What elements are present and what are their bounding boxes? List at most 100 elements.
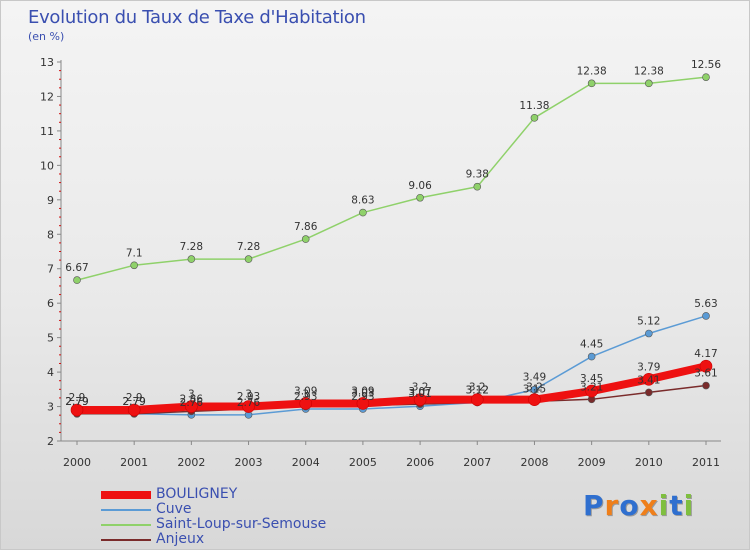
y-tick-label: 10 (40, 159, 54, 172)
data-label: 12.38 (634, 65, 664, 77)
data-label: 2.93 (237, 391, 260, 403)
y-tick-label: 4 (47, 366, 54, 379)
data-point (530, 385, 539, 394)
data-label: 3.49 (523, 372, 546, 384)
y-tick-label: 13 (40, 56, 54, 69)
data-label: 12.56 (691, 59, 721, 71)
y-tick-label: 6 (47, 297, 54, 310)
data-label: 2.79 (122, 396, 145, 408)
legend-swatch (101, 523, 151, 526)
data-point (185, 400, 198, 413)
data-point (587, 79, 596, 88)
data-label: 4.45 (580, 339, 603, 351)
x-tick-label: 2010 (635, 456, 663, 469)
logo-letter: o (619, 489, 640, 522)
data-label: 7.86 (294, 221, 318, 233)
data-point (645, 79, 653, 88)
data-point (416, 193, 424, 202)
x-tick-label: 2007 (463, 456, 491, 469)
logo-letter: r (604, 489, 620, 522)
series-line-cuve (77, 315, 707, 416)
data-point (359, 208, 367, 217)
data-point (356, 397, 370, 410)
legend-item: Cuve (101, 502, 326, 517)
legend-item: BOULIGNEY (101, 487, 326, 502)
data-label: 3.09 (351, 385, 374, 397)
data-label: 7.28 (180, 241, 203, 253)
data-label: 5.63 (694, 298, 717, 310)
data-label: 2.9 (126, 392, 143, 404)
data-point (528, 393, 541, 406)
legend-label: BOULIGNEY (156, 486, 238, 502)
data-label: 7.28 (237, 241, 260, 253)
data-point (585, 384, 598, 398)
data-point (187, 255, 196, 263)
legend-item: Anjeux (101, 532, 326, 547)
y-tick-label: 7 (47, 263, 54, 276)
y-tick-label: 9 (47, 194, 54, 207)
data-label: 3 (302, 389, 309, 401)
data-label: 3.79 (637, 361, 660, 373)
data-point (645, 388, 653, 397)
data-point (702, 381, 710, 390)
data-label: 3.45 (580, 373, 603, 385)
logo-letter: t (669, 489, 684, 522)
y-tick-label: 8 (47, 228, 54, 241)
x-tick-label: 2005 (349, 456, 377, 469)
data-label: 3.2 (469, 382, 486, 394)
legend-swatch (101, 538, 151, 541)
y-tick-label: 11 (40, 125, 54, 138)
data-point (242, 400, 255, 413)
data-point (702, 312, 710, 320)
unit-label: (en %) (28, 30, 65, 43)
data-point (645, 329, 653, 338)
data-label: 3.07 (408, 386, 431, 398)
x-tick-label: 2001 (120, 456, 148, 469)
logo-letter: x (639, 489, 659, 522)
data-label: 2.79 (122, 396, 145, 408)
data-point (70, 403, 84, 417)
y-tick-label: 3 (47, 401, 54, 414)
data-label: 2.9 (69, 392, 86, 404)
data-label: 2.76 (237, 397, 261, 409)
x-tick-label: 2009 (578, 456, 606, 469)
data-point (73, 276, 81, 284)
data-label: 9.38 (466, 169, 489, 181)
data-point (642, 373, 656, 386)
legend-label: Cuve (156, 501, 192, 517)
data-point (299, 397, 313, 410)
data-label: 3.12 (466, 384, 489, 396)
data-label: 3.2 (412, 382, 429, 394)
proxiti-logo: Proxiti (583, 489, 694, 522)
data-label: 3.15 (523, 383, 546, 395)
data-point (130, 261, 138, 270)
x-tick-label: 2008 (520, 456, 548, 469)
logo-letter: P (583, 489, 605, 522)
data-label: 2.79 (65, 396, 88, 408)
y-tick-label: 12 (40, 90, 54, 103)
data-label: 3.03 (351, 388, 374, 400)
data-label: 3.09 (294, 385, 317, 397)
legend-item: Saint-Loup-sur-Semouse (101, 517, 326, 532)
data-point (470, 393, 484, 406)
data-label: 3 (245, 389, 252, 401)
data-label: 2.93 (351, 391, 374, 403)
x-tick-label: 2000 (63, 456, 91, 469)
data-point (530, 114, 539, 122)
x-tick-label: 2003 (235, 456, 263, 469)
logo-letter: i (683, 489, 695, 522)
data-point (699, 359, 713, 373)
data-label: 9.06 (408, 180, 432, 192)
data-label: 8.63 (351, 195, 374, 207)
data-label: 3.41 (637, 374, 660, 386)
data-point (473, 182, 482, 191)
data-label: 11.38 (519, 100, 549, 112)
x-tick-label: 2002 (177, 456, 205, 469)
data-point (702, 73, 710, 81)
series-line-saint-loup-sur-semouse (76, 76, 707, 281)
data-label: 4.17 (694, 348, 717, 360)
logo-letter: i (658, 489, 670, 522)
data-point (587, 352, 596, 361)
